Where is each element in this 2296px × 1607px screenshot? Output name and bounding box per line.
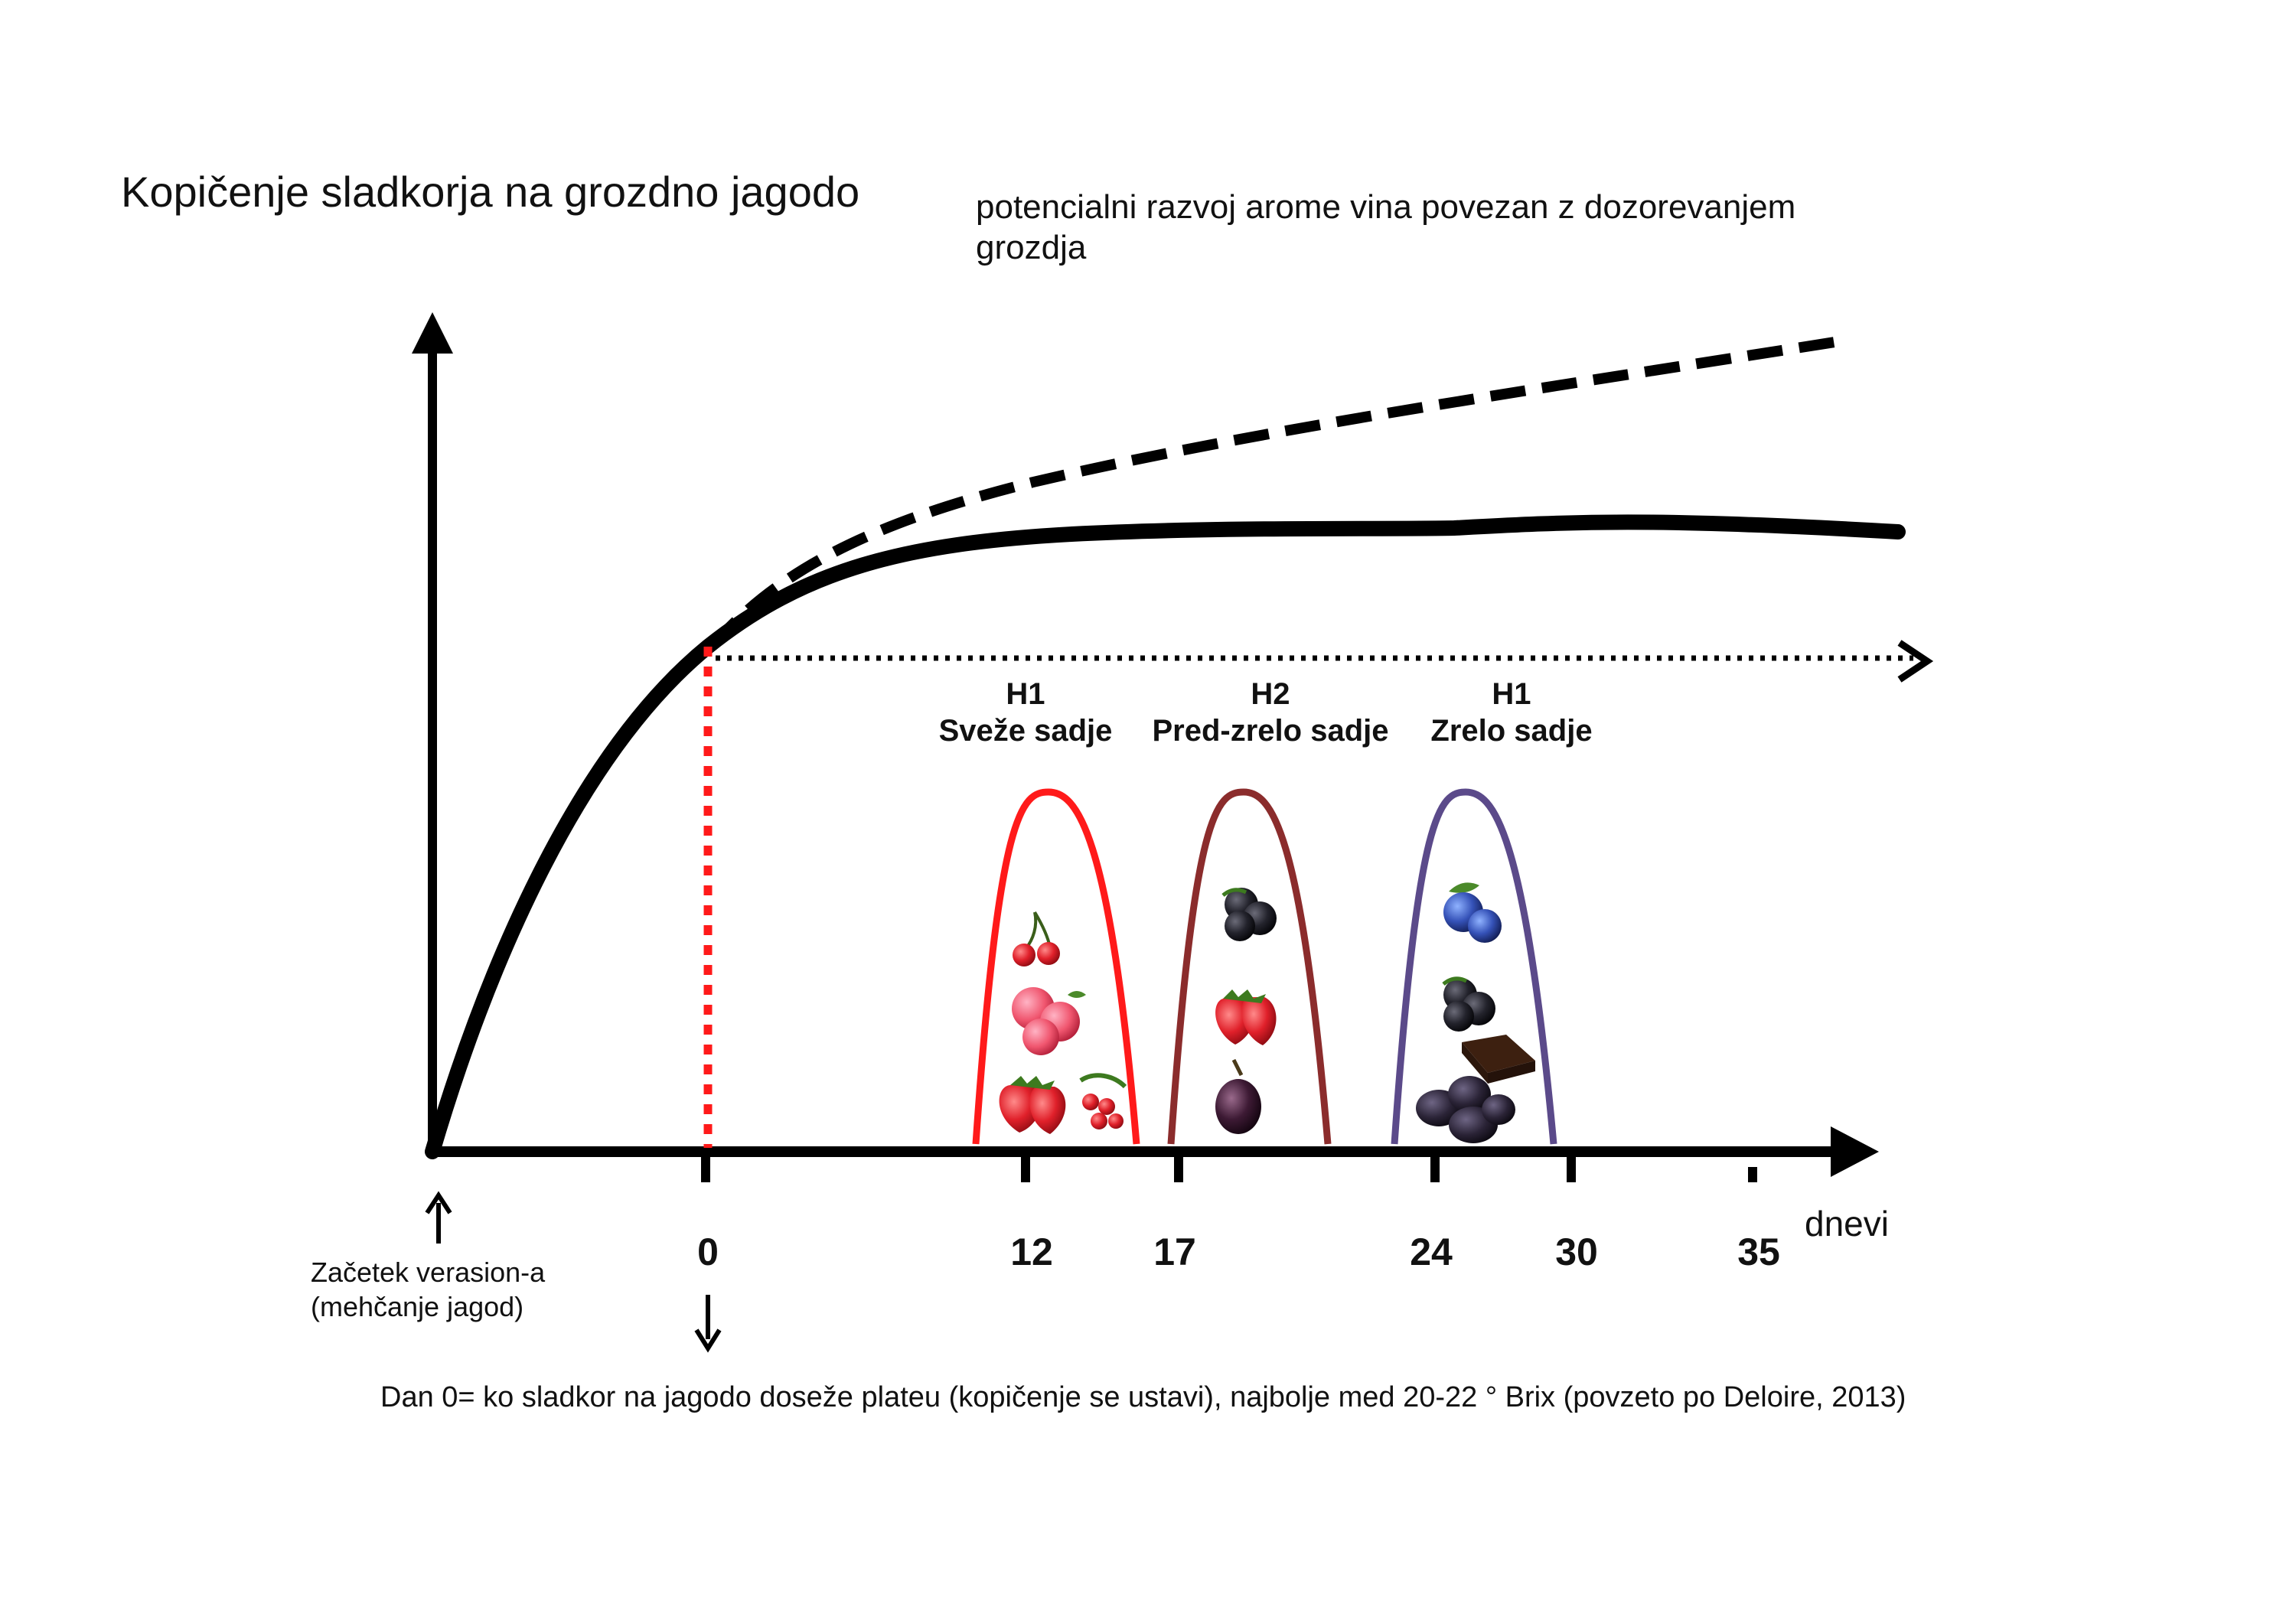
phase-2-bell-curve [1167,788,1332,1145]
x-tick-label-0: 0 [697,1231,719,1273]
phase-3-name: Zrelo sadje [1430,714,1592,748]
raspberry-icon [1012,987,1086,1055]
cherry-icon [1013,911,1060,966]
diagram-caption: Dan 0= ko sladkor na jagodo doseže plate… [380,1381,1906,1413]
chocolate-icon [1462,1035,1535,1084]
veraison-start-arrowhead [425,1191,452,1214]
strawberry-icon [1215,989,1277,1045]
aroma-potential-dashed-curve [707,335,1846,650]
phase-2-code: H2 [1251,677,1290,711]
y-axis-arrowhead [412,312,453,354]
x-tick-label-24: 24 [1410,1231,1453,1273]
phase-1-bell-curve [972,788,1140,1145]
phase-3-bell-curve [1391,788,1557,1145]
phase-3-code: H1 [1492,677,1531,711]
x-tick-label-17: 17 [1153,1231,1196,1273]
x-tick-label-30: 30 [1555,1231,1598,1273]
x-tick-label-12: 12 [1010,1231,1053,1273]
veraison-start-note-line-1: Začetek verasion-a [311,1257,546,1288]
x-tick-label-35: 35 [1737,1231,1780,1273]
diagram-title: Kopičenje sladkorja na grozdno jagodo [121,168,859,216]
veraison-start-note-line-2: (mehčanje jagod) [311,1291,523,1322]
strawberry-icon [999,1076,1066,1134]
blackberry-icon [1221,888,1277,941]
x-axis-tick-marks [701,1152,1757,1182]
day-zero-down-arrowhead [694,1328,722,1353]
phase-1-name: Sveže sadje [939,714,1113,748]
blueberry-icon [1443,882,1502,943]
plateau-arrowhead [1897,640,1934,683]
blackberry-icon [1442,976,1495,1032]
plum-icon [1215,1058,1261,1134]
phase-2-name: Pred-zrelo sadje [1152,714,1388,748]
diagram-subtitle-line-1: potencialni razvoj arome vina povezan z … [976,188,1795,226]
diagram-subtitle-line-2: grozdja [976,229,1087,266]
sugar-accumulation-curve [425,514,1906,1159]
x-axis-arrowhead [1831,1126,1879,1177]
redcurrant-icon [1079,1073,1127,1129]
phase-1-code: H1 [1006,677,1045,711]
prune-icon [1416,1076,1515,1143]
x-axis-unit-label: dnevi [1805,1204,1889,1244]
